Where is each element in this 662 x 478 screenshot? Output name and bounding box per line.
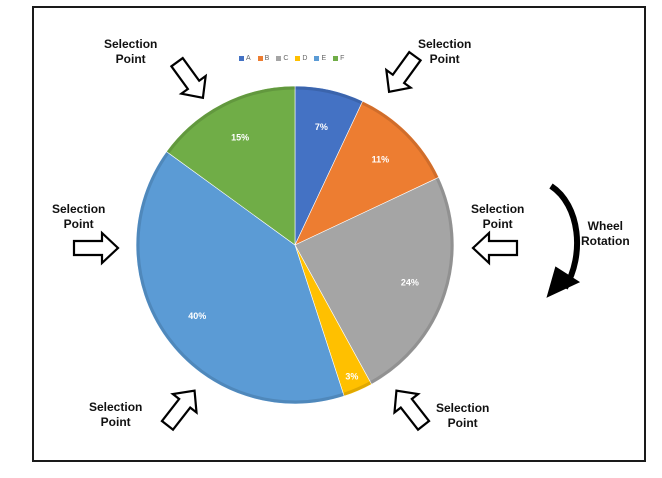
selection-label-line: Selection bbox=[104, 37, 158, 51]
arrow-top-right-icon bbox=[384, 50, 423, 94]
chart-legend: A B C D E F bbox=[239, 55, 344, 62]
selection-label-line: Selection bbox=[418, 37, 472, 51]
pie-slice-rim-a bbox=[294, 86, 363, 105]
arrow-right-icon bbox=[471, 230, 519, 266]
selection-label-line: Selection bbox=[89, 400, 143, 414]
selection-label-line: Selection bbox=[52, 202, 106, 216]
selection-label-top-right: Selection Point bbox=[418, 37, 471, 67]
selection-label-right: Selection Point bbox=[471, 202, 524, 232]
legend-swatch bbox=[295, 56, 301, 61]
pie-slice-b bbox=[294, 100, 440, 246]
legend-label: B bbox=[264, 55, 270, 62]
legend-item-a: A bbox=[239, 55, 251, 62]
pie-slices bbox=[135, 85, 455, 405]
legend-item-f: F bbox=[333, 55, 344, 62]
selection-label-line: Point bbox=[100, 415, 131, 429]
legend-item-e: E bbox=[314, 55, 326, 62]
selection-label-bottom-right: Selection Point bbox=[436, 401, 489, 431]
pie-data-label-a: 7% bbox=[315, 122, 328, 132]
wheel-rotation-arrowhead-icon bbox=[546, 266, 581, 298]
pie-data-label-d: 3% bbox=[345, 371, 358, 381]
arrow-top-left-icon bbox=[169, 56, 208, 100]
pie-data-label-e: 40% bbox=[188, 311, 206, 321]
legend-label: F bbox=[340, 55, 345, 62]
wheel-rotation-label: Wheel Rotation bbox=[581, 219, 630, 249]
selection-label-bottom-left: Selection Point bbox=[89, 400, 142, 430]
pie-slice-rim-e bbox=[136, 151, 344, 404]
legend-item-d: D bbox=[295, 55, 307, 62]
selection-label-left: Selection Point bbox=[52, 202, 105, 232]
arrow-bottom-left-icon bbox=[160, 389, 198, 432]
arrow-left-icon bbox=[72, 230, 120, 266]
selection-label-line: Selection bbox=[471, 202, 525, 216]
selection-label-line: Point bbox=[482, 217, 513, 231]
legend-label: E bbox=[321, 55, 327, 62]
selection-label-line: Point bbox=[429, 52, 460, 66]
wheel-rotation-label-line: Rotation bbox=[581, 234, 630, 248]
wheel-rotation-label-line: Wheel bbox=[587, 219, 623, 233]
selection-label-line: Point bbox=[115, 52, 146, 66]
pie-data-label-f: 15% bbox=[231, 132, 249, 142]
arrow-bottom-right-icon bbox=[393, 389, 431, 432]
legend-swatch bbox=[314, 56, 320, 61]
legend-label: C bbox=[283, 55, 289, 62]
pie-data-label-b: 11% bbox=[372, 155, 390, 165]
pie-slice-rim-b bbox=[361, 101, 439, 179]
pie-slice-e bbox=[135, 151, 345, 405]
pie-slice-c bbox=[294, 176, 455, 385]
pie-labels: 7% 11% 24% 3% 40% 15% bbox=[188, 122, 419, 381]
legend-swatch bbox=[239, 56, 244, 61]
legend-label: A bbox=[246, 55, 251, 62]
pie-slice-rim-c bbox=[369, 177, 454, 384]
selection-label-line: Selection bbox=[436, 401, 490, 415]
legend-swatch bbox=[333, 56, 339, 61]
pie-slice-f bbox=[165, 85, 296, 246]
legend-swatch bbox=[257, 56, 263, 61]
selection-label-line: Point bbox=[447, 416, 478, 430]
legend-item-b: B bbox=[257, 55, 270, 62]
legend-label: D bbox=[302, 55, 308, 62]
legend-swatch bbox=[276, 56, 282, 61]
pie-slice-rim-f bbox=[166, 86, 296, 154]
selection-label-top-left: Selection Point bbox=[104, 37, 157, 67]
pie-data-label-c: 24% bbox=[401, 277, 419, 287]
selection-label-line: Point bbox=[63, 217, 94, 231]
legend-item-c: C bbox=[276, 55, 288, 62]
